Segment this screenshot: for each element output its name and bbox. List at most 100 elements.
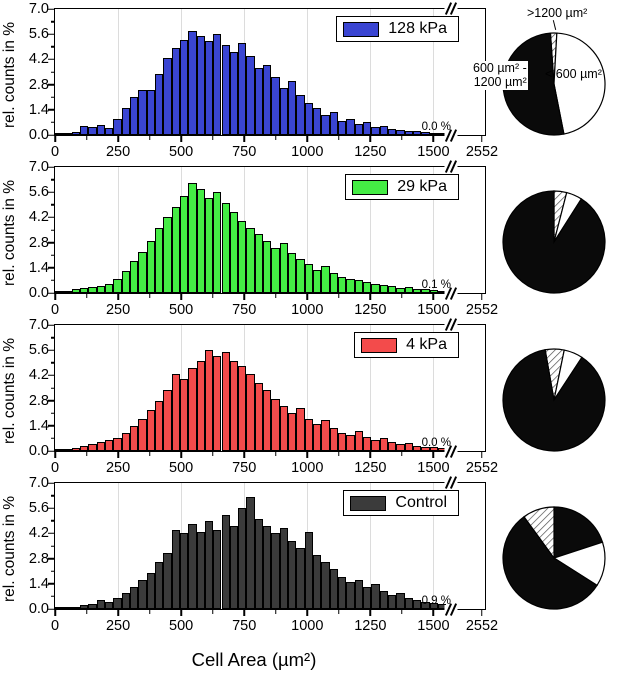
histogram-bar xyxy=(138,418,147,451)
y-minor-tick xyxy=(50,336,54,339)
pie-chart xyxy=(501,189,607,295)
histogram-plot: 128 kPa 0.0 % 0 250 500 750 1000 1250 1500 2552… xyxy=(29,1,498,160)
histogram-bar xyxy=(354,124,364,135)
histogram-bar xyxy=(412,131,422,135)
histogram-bar xyxy=(55,607,64,609)
histogram-bar xyxy=(79,605,89,609)
pie-chart xyxy=(501,347,607,453)
y-tick xyxy=(48,292,54,294)
x-tick xyxy=(432,452,435,458)
histogram-bar xyxy=(113,118,122,135)
y-tick xyxy=(48,557,54,560)
y-tick-label: 5.6 xyxy=(28,500,49,517)
y-tick xyxy=(48,267,54,269)
histogram-bar xyxy=(246,497,255,609)
y-axis-title: rel. counts in % xyxy=(1,21,18,128)
legend-label: Control xyxy=(395,494,447,511)
histogram-bar xyxy=(346,118,355,135)
histogram-bar xyxy=(263,526,272,609)
histogram-bar xyxy=(121,433,130,451)
histogram-bar xyxy=(329,273,339,293)
x-tick-label-end: 2552 xyxy=(465,618,499,634)
legend-swatch xyxy=(352,179,389,195)
x-minor-tick xyxy=(338,452,340,456)
gridline xyxy=(370,167,372,293)
gridline xyxy=(433,325,435,451)
histogram-bar xyxy=(288,81,297,135)
legend-swatch xyxy=(343,21,380,37)
y-tick-label: 0.0 xyxy=(28,285,49,301)
gridline xyxy=(370,325,372,451)
legend-swatch xyxy=(350,495,387,511)
histogram-bar xyxy=(129,97,139,135)
y-minor-tick xyxy=(50,46,54,48)
x-tick xyxy=(243,610,245,616)
gridline xyxy=(370,9,372,135)
y-tick xyxy=(48,399,54,402)
histogram-bar xyxy=(154,228,164,293)
y-tick-label: 1.4 xyxy=(28,417,49,434)
pie-slice xyxy=(522,506,555,560)
histogram-bar xyxy=(371,284,380,293)
histogram-bar xyxy=(63,291,72,293)
histogram-bar xyxy=(146,240,155,293)
histogram-bar xyxy=(71,607,80,609)
histogram-bar xyxy=(55,133,64,135)
histogram-bar xyxy=(204,350,214,451)
histogram-bar xyxy=(229,361,239,451)
x-tick xyxy=(243,452,245,458)
histogram-bar xyxy=(121,108,130,135)
y-tick-label: 7.0 xyxy=(28,317,49,333)
x-minor-tick xyxy=(275,610,277,614)
histogram-bar xyxy=(213,355,222,451)
y-tick-label: 1.4 xyxy=(28,101,49,118)
histogram-bar xyxy=(79,126,89,135)
x-tick xyxy=(117,136,119,142)
y-tick-label: 5.6 xyxy=(28,342,49,359)
histogram-bar xyxy=(363,436,372,451)
x-tick xyxy=(306,452,309,458)
x-tick xyxy=(306,610,309,616)
histogram-bar xyxy=(271,398,280,451)
histogram-bar xyxy=(329,569,339,609)
pie-svg xyxy=(501,506,606,610)
x-tick-label: 250 xyxy=(105,144,131,160)
histogram-bar xyxy=(71,289,80,293)
histogram-bar xyxy=(238,43,247,135)
x-minor-tick xyxy=(85,136,88,140)
axis-break-bottom xyxy=(444,605,458,614)
histogram-bar xyxy=(221,203,230,293)
histogram-bar xyxy=(321,562,330,609)
histogram-bar xyxy=(296,407,305,451)
x-tick-label: 750 xyxy=(232,460,257,476)
y-tick-label: 4.2 xyxy=(28,209,49,226)
gridline xyxy=(433,483,435,609)
histogram-bar xyxy=(304,418,314,451)
histogram-bar xyxy=(213,529,222,609)
legend: 4 kPa xyxy=(354,332,459,358)
gridline xyxy=(118,483,120,609)
histogram-bar xyxy=(238,508,247,609)
y-tick xyxy=(48,241,54,244)
pie-slice xyxy=(552,506,603,559)
y-tick-label: 4.2 xyxy=(28,525,49,542)
histogram-bar xyxy=(171,373,180,451)
histogram-bar xyxy=(104,440,114,451)
histogram-bar xyxy=(404,130,413,135)
histogram-bar xyxy=(363,587,372,609)
legend-label: 128 kPa xyxy=(388,20,447,37)
histogram-bar xyxy=(263,389,272,451)
histogram-bar xyxy=(354,431,364,451)
y-tick xyxy=(48,374,54,377)
histogram-bar xyxy=(346,582,355,609)
y-minor-tick xyxy=(50,545,54,547)
histogram-bar xyxy=(329,111,339,135)
outlier-percentage: 0.9 % xyxy=(421,595,451,607)
y-tick xyxy=(48,8,54,10)
histogram-bar xyxy=(388,285,397,293)
axis-break-top xyxy=(444,478,458,487)
panel-row-4kpa: rel. counts in % 4 kPa 0.0 % 0 250 500 750 1… xyxy=(0,317,619,479)
histogram-bar xyxy=(338,433,347,451)
x-tick-label: 1250 xyxy=(354,618,387,634)
